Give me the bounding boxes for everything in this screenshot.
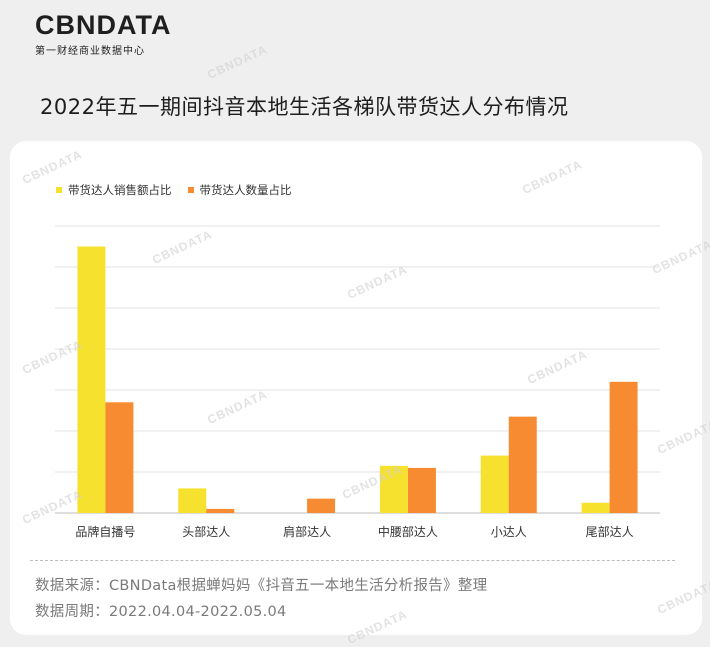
chart-legend: 带货达人销售额占比 带货达人数量占比 bbox=[56, 182, 292, 198]
legend-item-sales: 带货达人销售额占比 bbox=[56, 182, 172, 198]
bar-sales bbox=[581, 502, 610, 513]
x-tick-label: 头部达人 bbox=[182, 524, 230, 539]
x-tick-label: 小达人 bbox=[491, 525, 527, 539]
bar-count bbox=[508, 416, 537, 513]
bar-count bbox=[307, 498, 336, 513]
data-period-note: 数据周期：2022.04.04-2022.05.04 bbox=[35, 604, 287, 620]
bar-sales bbox=[480, 455, 509, 513]
footer-divider bbox=[30, 560, 675, 561]
bar-sales bbox=[379, 465, 408, 513]
bar-count bbox=[105, 402, 134, 513]
legend-item-count: 带货达人数量占比 bbox=[187, 182, 292, 198]
bar-count bbox=[609, 381, 638, 513]
x-tick-label: 中腰部达人 bbox=[378, 524, 438, 539]
data-source-note: 数据来源：CBNData根据蝉妈妈《抖音五一本地生活分析报告》整理 bbox=[35, 578, 488, 594]
legend-swatch-sales bbox=[56, 187, 62, 193]
x-tick-label: 肩部达人 bbox=[283, 524, 331, 539]
chart-card bbox=[10, 141, 702, 635]
bar-count bbox=[407, 467, 436, 513]
logo-subtitle: 第一财经商业数据中心 bbox=[35, 46, 145, 57]
page-title: 2022年五一期间抖音本地生活各梯队带货达人分布情况 bbox=[40, 95, 569, 119]
logo-text: CBNDATA bbox=[35, 10, 172, 40]
x-tick-label: 品牌自播号 bbox=[75, 525, 135, 539]
bar-sales bbox=[178, 488, 207, 513]
x-tick-label: 尾部达人 bbox=[586, 524, 634, 539]
legend-swatch-count bbox=[187, 187, 194, 193]
legend-label-sales: 带货达人销售额占比 bbox=[68, 183, 172, 197]
bar-count bbox=[206, 508, 235, 513]
brand-logo: CBNDATA 第一财经商业数据中心 bbox=[35, 10, 172, 58]
legend-label-count: 带货达人数量占比 bbox=[199, 183, 292, 197]
bar-sales bbox=[77, 246, 106, 513]
